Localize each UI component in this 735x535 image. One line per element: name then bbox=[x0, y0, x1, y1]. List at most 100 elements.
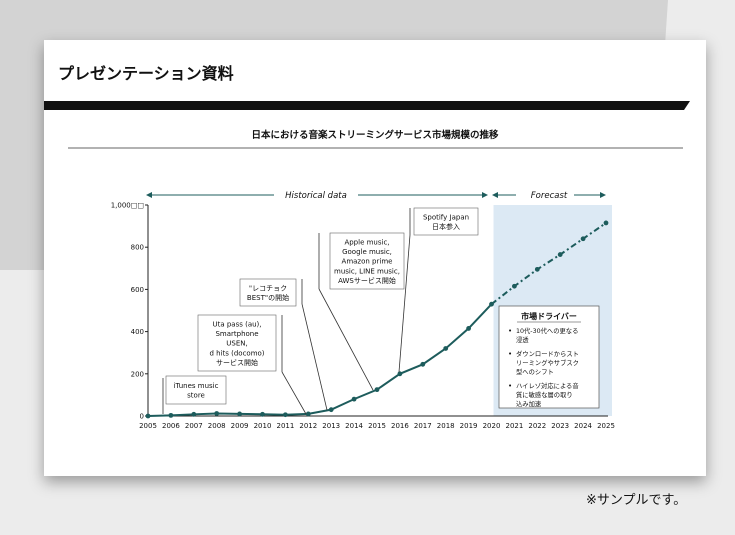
historical-arrow-head-left bbox=[146, 192, 152, 198]
annotation-text: Google music, bbox=[342, 248, 392, 256]
x-tick-label: 2011 bbox=[276, 422, 294, 430]
historical-arrow-head-right bbox=[482, 192, 488, 198]
data-point bbox=[557, 252, 563, 257]
x-tick-label: 2016 bbox=[391, 422, 409, 430]
drivers-item-text: 質に敏感な層の取り bbox=[516, 390, 573, 399]
drivers-item-text: リーミングやサブスク bbox=[516, 358, 579, 367]
x-tick-label: 2018 bbox=[437, 422, 455, 430]
drivers-item-text: ハイレゾ対応による音 bbox=[516, 381, 579, 390]
x-tick-label: 2010 bbox=[254, 422, 272, 430]
drivers-item-text: 込み加速 bbox=[516, 399, 542, 408]
x-tick-label: 2009 bbox=[231, 422, 249, 430]
data-point bbox=[580, 236, 586, 242]
data-point bbox=[214, 411, 220, 416]
drivers-box bbox=[498, 305, 600, 409]
annotation-text: music, LINE music, bbox=[334, 267, 400, 275]
x-tick-label: 2014 bbox=[345, 422, 363, 430]
series-line-historical bbox=[147, 303, 493, 417]
annotation-text: store bbox=[187, 392, 205, 400]
annotation-box bbox=[239, 278, 297, 307]
header-bar bbox=[44, 101, 690, 110]
x-tick-label: 2023 bbox=[551, 422, 569, 430]
drivers-item-text: 型へのシフト bbox=[516, 367, 554, 376]
data-point bbox=[351, 396, 357, 402]
drivers-bullet: • bbox=[508, 327, 512, 335]
y-tick-label: 0 bbox=[140, 413, 144, 421]
annotation-box bbox=[165, 375, 227, 405]
forecast-arrow-head-left bbox=[492, 192, 498, 198]
annotation-box bbox=[413, 207, 479, 236]
data-point bbox=[443, 346, 449, 351]
annotation-text: Spotify Japan bbox=[423, 213, 469, 221]
x-tick-label: 2015 bbox=[368, 422, 386, 430]
data-point bbox=[328, 407, 334, 413]
market-chart: 日本における音楽ストリーミングサービス市場規模の推移 Historical dat… bbox=[68, 129, 683, 430]
drivers-title: 市場ドライバー bbox=[521, 311, 577, 321]
annotation-text: Apple music, bbox=[344, 239, 389, 247]
x-tick-label: 2019 bbox=[460, 422, 478, 430]
annotation-leader bbox=[398, 234, 411, 373]
annotation-text: Uta pass (au), bbox=[212, 321, 261, 329]
data-point bbox=[489, 301, 494, 307]
drivers-item-text: 浸透 bbox=[516, 335, 529, 344]
data-point bbox=[420, 361, 426, 367]
drivers-bullet: • bbox=[508, 350, 512, 358]
slide-title: プレゼンテーション資料 bbox=[58, 64, 234, 83]
chart-title: 日本における音楽ストリーミングサービス市場規模の推移 bbox=[251, 129, 499, 141]
data-point bbox=[534, 266, 540, 272]
data-point bbox=[168, 412, 174, 418]
y-tick-label: 800 bbox=[131, 244, 144, 252]
x-tick-label: 2006 bbox=[162, 422, 180, 430]
drivers-bullet: • bbox=[508, 382, 512, 390]
data-point bbox=[512, 283, 517, 289]
header-bar-shape bbox=[44, 101, 690, 110]
data-point bbox=[305, 411, 311, 417]
annotation-text: BEST"の開始 bbox=[247, 293, 289, 302]
annotation-box bbox=[197, 314, 277, 372]
x-tick-label: 2021 bbox=[505, 422, 523, 430]
data-point bbox=[237, 411, 243, 417]
data-point bbox=[466, 326, 471, 331]
x-tick-label: 2007 bbox=[185, 422, 203, 430]
x-tick-label: 2022 bbox=[528, 422, 546, 430]
annotation-text: 日本参入 bbox=[432, 222, 460, 231]
data-point bbox=[191, 411, 197, 417]
data-point bbox=[397, 371, 403, 377]
data-point bbox=[260, 411, 265, 417]
forecast-arrow-head-right bbox=[600, 192, 606, 198]
drivers-item-text: 10代-30代への更なる bbox=[516, 326, 578, 335]
y-tick-label: 1,000□□ bbox=[111, 202, 144, 210]
annotation-text: サービス開始 bbox=[216, 358, 258, 367]
annotation-text: USEN, bbox=[226, 340, 247, 348]
x-tick-label: 2008 bbox=[208, 422, 226, 430]
annotation-leader bbox=[318, 288, 374, 391]
x-tick-label: 2025 bbox=[597, 422, 615, 430]
annotation-text: Smartphone bbox=[215, 330, 258, 338]
forecast-label: Forecast bbox=[531, 191, 568, 201]
annotation-leader bbox=[301, 303, 328, 411]
data-point bbox=[374, 387, 380, 393]
annotation-leader bbox=[281, 371, 307, 415]
drivers-item-text: ダウンロードからスト bbox=[516, 349, 579, 358]
annotation-text: Amazon prime bbox=[342, 258, 393, 266]
x-tick-label: 2017 bbox=[414, 422, 432, 430]
annotation-text: d hits (docomo) bbox=[209, 349, 264, 357]
y-tick-label: 400 bbox=[131, 328, 144, 336]
y-tick-label: 200 bbox=[131, 370, 144, 378]
x-tick-label: 2012 bbox=[299, 422, 317, 430]
x-tick-label: 2020 bbox=[483, 422, 501, 430]
x-tick-label: 2024 bbox=[574, 422, 592, 430]
annotation-text: AWSサービス開始 bbox=[338, 276, 396, 285]
y-tick-label: 600 bbox=[131, 286, 144, 294]
x-tick-label: 2005 bbox=[139, 422, 157, 430]
data-point bbox=[603, 220, 609, 226]
data-point bbox=[283, 412, 288, 418]
data-point bbox=[145, 413, 151, 419]
historical-label: Historical data bbox=[285, 191, 347, 201]
series-line-forecast bbox=[490, 222, 607, 305]
annotation-box bbox=[329, 232, 405, 290]
annotation-text: iTunes music bbox=[174, 382, 219, 390]
annotation-text: "レコチョク bbox=[249, 284, 287, 292]
sample-note: ※サンプルです。 bbox=[586, 493, 687, 508]
x-tick-label: 2013 bbox=[322, 422, 340, 430]
